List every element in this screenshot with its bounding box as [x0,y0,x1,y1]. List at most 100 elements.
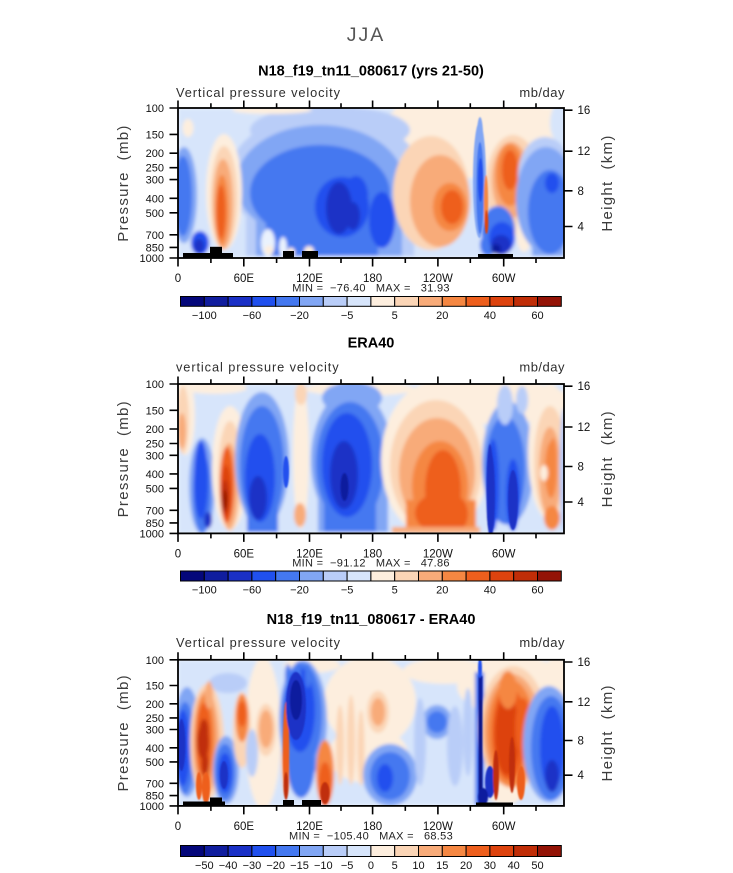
svg-text:20: 20 [436,310,448,322]
svg-text:Height (km): Height (km) [599,134,616,231]
svg-text:−100: −100 [192,585,217,597]
svg-text:60E: 60E [234,548,255,560]
svg-text:−60: −60 [243,310,262,322]
svg-text:700: 700 [146,505,164,517]
svg-text:−15: −15 [290,860,309,872]
svg-text:180: 180 [363,548,382,560]
svg-text:8: 8 [578,186,584,198]
svg-text:200: 200 [146,148,164,160]
svg-text:0: 0 [175,273,181,285]
svg-text:120W: 120W [423,273,453,285]
svg-text:40: 40 [508,860,520,872]
svg-text:10: 10 [412,860,424,872]
svg-text:60W: 60W [492,548,516,560]
svg-text:Pressure (mb): Pressure (mb) [115,124,132,241]
svg-text:N18_f19_tn11_080617 - ERA40: N18_f19_tn11_080617 - ERA40 [267,612,476,628]
svg-text:20: 20 [460,860,472,872]
svg-text:−30: −30 [243,860,262,872]
svg-text:8: 8 [578,736,584,748]
svg-text:−5: −5 [341,310,354,322]
svg-text:−40: −40 [219,860,238,872]
svg-text:N18_f19_tn11_080617 (yrs 21-50: N18_f19_tn11_080617 (yrs 21-50) [258,64,484,80]
svg-text:40: 40 [484,310,496,322]
svg-text:150: 150 [146,405,164,417]
svg-text:150: 150 [146,681,164,693]
svg-text:100: 100 [146,655,164,667]
svg-text:MIN = −105.40 MAX = 68.53: MIN = −105.40 MAX = 68.53 [289,831,453,843]
svg-text:ERA40: ERA40 [348,336,395,352]
svg-text:200: 200 [146,424,164,436]
svg-text:12: 12 [578,697,591,709]
svg-text:300: 300 [146,450,164,462]
svg-text:500: 500 [146,483,164,495]
svg-text:8: 8 [578,462,584,474]
svg-text:−60: −60 [243,585,262,597]
svg-text:1000: 1000 [140,253,164,265]
svg-text:0: 0 [175,548,181,560]
svg-text:Height (km): Height (km) [599,684,616,781]
svg-text:200: 200 [146,699,164,711]
svg-text:120E: 120E [296,821,323,833]
svg-text:400: 400 [146,469,164,481]
svg-text:16: 16 [578,105,591,117]
svg-text:180: 180 [363,821,382,833]
svg-text:400: 400 [146,743,164,755]
svg-text:500: 500 [146,757,164,769]
svg-text:400: 400 [146,193,164,205]
svg-text:1000: 1000 [140,528,164,540]
svg-text:−5: −5 [341,585,354,597]
svg-text:−5: −5 [341,860,354,872]
svg-text:120E: 120E [296,273,323,285]
svg-text:16: 16 [578,657,591,669]
svg-text:850: 850 [146,518,164,530]
svg-text:100: 100 [146,103,164,115]
svg-text:100: 100 [146,379,164,391]
svg-text:Vertical pressure velocity: Vertical pressure velocity [176,85,341,100]
svg-text:4: 4 [578,497,585,509]
svg-text:4: 4 [578,222,585,234]
svg-text:120W: 120W [423,821,453,833]
svg-text:mb/day: mb/day [519,85,565,100]
svg-text:JJA: JJA [347,24,386,46]
svg-text:40: 40 [484,585,496,597]
svg-text:vertical pressure velocity: vertical pressure velocity [176,360,340,375]
svg-text:5: 5 [392,585,398,597]
svg-text:−50: −50 [195,860,214,872]
svg-text:1000: 1000 [140,801,164,813]
svg-text:mb/day: mb/day [519,360,565,375]
svg-text:30: 30 [484,860,496,872]
svg-text:300: 300 [146,725,164,737]
svg-text:60E: 60E [234,821,255,833]
svg-text:120E: 120E [296,548,323,560]
svg-text:0: 0 [368,860,374,872]
svg-text:4: 4 [578,770,585,782]
svg-text:16: 16 [578,381,591,393]
svg-text:50: 50 [531,860,543,872]
svg-text:60E: 60E [234,273,255,285]
svg-text:Pressure (mb): Pressure (mb) [115,674,132,791]
svg-text:−10: −10 [314,860,333,872]
svg-text:Vertical pressure velocity: Vertical pressure velocity [176,635,341,650]
svg-text:−20: −20 [266,860,285,872]
svg-text:850: 850 [146,242,164,254]
svg-text:0: 0 [175,821,181,833]
svg-text:15: 15 [436,860,448,872]
svg-text:250: 250 [146,163,164,175]
svg-text:−20: −20 [290,585,309,597]
svg-text:MIN = −76.40 MAX = 31.93: MIN = −76.40 MAX = 31.93 [292,283,450,295]
svg-text:mb/day: mb/day [519,635,565,650]
svg-text:500: 500 [146,208,164,220]
svg-text:700: 700 [146,230,164,242]
svg-text:60W: 60W [492,821,516,833]
svg-text:850: 850 [146,791,164,803]
svg-text:150: 150 [146,129,164,141]
svg-text:−20: −20 [290,310,309,322]
svg-text:180: 180 [363,273,382,285]
svg-text:Pressure (mb): Pressure (mb) [115,400,132,517]
svg-text:250: 250 [146,713,164,725]
svg-text:5: 5 [392,310,398,322]
svg-text:700: 700 [146,778,164,790]
svg-text:300: 300 [146,175,164,187]
svg-text:5: 5 [392,860,398,872]
svg-text:Height (km): Height (km) [599,410,616,507]
